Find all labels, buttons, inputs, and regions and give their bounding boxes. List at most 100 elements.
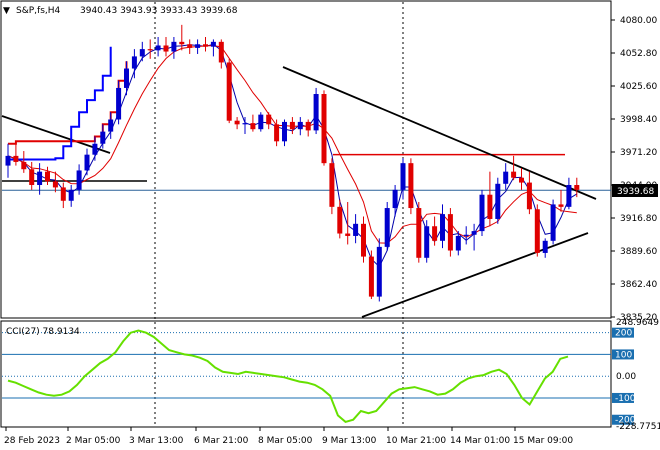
current-price-tag — [612, 184, 658, 197]
candle-up — [37, 171, 43, 185]
time-label: 15 Mar 09:00 — [513, 436, 573, 446]
candle-down — [29, 169, 35, 185]
candle-down — [266, 114, 272, 125]
price-tick-label: 3971.20 — [620, 148, 657, 158]
indicator-panel — [0, 320, 612, 428]
candle-down — [52, 181, 58, 188]
time-label: 3 Mar 13:00 — [129, 436, 184, 446]
candle-up — [92, 143, 98, 155]
cci-tick-label: 200 — [615, 329, 632, 339]
candle-down — [274, 124, 280, 142]
candle-down — [447, 214, 453, 251]
candle-up — [479, 194, 485, 232]
candle-down — [203, 44, 208, 47]
time-label: 9 Mar 13:00 — [322, 436, 377, 446]
price-tick-label: 4080.00 — [620, 16, 657, 26]
candle-down — [321, 94, 327, 164]
candle-up — [116, 87, 122, 120]
price-tick-label: 4052.80 — [620, 49, 657, 59]
candle-down — [329, 163, 335, 207]
candle-down — [289, 121, 295, 130]
candle-up — [471, 231, 477, 235]
candle-up — [384, 208, 390, 247]
candle-down — [519, 177, 524, 183]
candle-up — [139, 49, 145, 57]
time-label: 8 Mar 05:00 — [258, 436, 313, 446]
candle-down — [250, 123, 256, 130]
candle-up — [424, 226, 430, 258]
candle-down — [13, 155, 19, 162]
candle-up — [297, 121, 303, 130]
price-tick-label: 3916.80 — [620, 214, 657, 224]
candle-up — [313, 94, 319, 131]
candle-down — [526, 182, 532, 210]
candle-down — [487, 194, 493, 219]
trendline-upper — [282, 66, 597, 200]
candle-down — [234, 120, 240, 125]
candle-down — [361, 223, 366, 257]
candle-up — [400, 163, 406, 190]
candle-up — [195, 44, 201, 48]
candle-up — [550, 204, 556, 241]
collapse-triangle-icon[interactable]: ▼ — [3, 6, 10, 16]
candle-up — [5, 155, 11, 166]
candle-down — [511, 171, 517, 178]
cci-level-tag — [612, 349, 634, 360]
candle-down — [574, 185, 580, 190]
candle-up — [108, 119, 114, 132]
candle-down — [408, 163, 414, 209]
cci-level-tag — [612, 414, 634, 425]
candle-up — [282, 121, 287, 142]
candle-up — [131, 56, 137, 69]
cci-label: CCI(27) 78.9134 — [6, 327, 80, 337]
candle-down — [187, 44, 193, 48]
current-price-label: 3939.68 — [617, 187, 654, 197]
candle-down — [21, 161, 27, 170]
price-tick-label: 3862.40 — [620, 280, 657, 290]
cci-tick-label: 0.00 — [616, 372, 636, 382]
candle-up — [68, 189, 74, 201]
candle-down — [345, 233, 351, 236]
cci-tick-label: -100 — [615, 394, 636, 404]
symbol-label: S&P,fs,H4 — [16, 6, 61, 16]
candle-down — [368, 256, 374, 297]
price-tick-label: 3998.40 — [620, 115, 657, 125]
candle-up — [463, 234, 469, 236]
candle-down — [558, 204, 564, 207]
time-label: 14 Mar 01:00 — [450, 436, 510, 446]
candle-up — [210, 41, 216, 47]
cci-line — [7, 329, 569, 424]
ohlc-values: 3940.43 3943.93 3933.43 3939.68 — [80, 6, 238, 16]
candle-up — [171, 41, 177, 52]
candle-down — [179, 41, 185, 45]
time-label: 6 Mar 21:00 — [194, 436, 249, 446]
candle-up — [76, 170, 82, 190]
price-tick-label: 3889.60 — [620, 247, 657, 257]
candle-down — [226, 62, 232, 121]
candle-down — [147, 49, 153, 51]
candle-up — [566, 185, 572, 207]
candle-up — [258, 114, 264, 130]
candle-up — [455, 235, 461, 251]
price-panel — [0, 0, 612, 319]
trendline-lower — [361, 232, 589, 318]
candle-up — [542, 240, 548, 253]
cci-tick-label: 248.9649 — [616, 318, 659, 328]
candle-up — [376, 246, 382, 297]
candle-up — [124, 68, 129, 88]
candle-up — [155, 45, 161, 51]
candle-up — [353, 223, 359, 236]
candle-down — [416, 208, 422, 258]
candle-up — [440, 214, 445, 241]
time-label: 10 Mar 21:00 — [386, 436, 446, 446]
candle-up — [242, 123, 248, 125]
candle-down — [432, 226, 438, 241]
candle-up — [100, 131, 106, 144]
candle-up — [503, 171, 509, 184]
price-tick-label: 4025.60 — [620, 82, 657, 92]
upper-band-line — [8, 61, 128, 145]
candle-down — [534, 209, 540, 253]
candle-down — [337, 206, 343, 234]
candle-up — [495, 183, 501, 219]
